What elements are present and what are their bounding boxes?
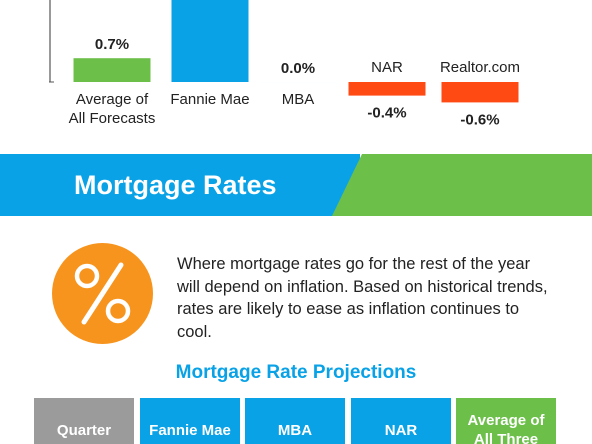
category-label: Average of All Forecasts <box>69 91 156 127</box>
header-fannie-mae: Fannie Mae <box>140 398 240 444</box>
header-quarter: Quarter <box>34 398 134 444</box>
bar <box>348 82 426 96</box>
category-label: NAR <box>371 59 403 76</box>
data-label: 0.7% <box>95 36 129 53</box>
home-price-forecast-chart: 0.7% Average of All Forecasts Fannie Mae 0.0… <box>49 0 520 128</box>
section-banner: Mortgage Rates <box>0 154 592 216</box>
data-label: 0.0% <box>281 60 315 77</box>
bar <box>171 0 249 83</box>
projection-table-header: Quarter Fannie Mae MBA NAR Average of Al… <box>34 398 559 444</box>
data-label: -0.6% <box>460 111 499 128</box>
section-description: Where mortgage rates go for the rest of … <box>177 255 548 341</box>
bar <box>441 82 519 103</box>
bar <box>73 58 151 82</box>
percent-circle-icon <box>52 243 153 344</box>
banner-green-band <box>332 154 592 216</box>
header-nar: NAR <box>351 398 451 444</box>
category-label: Fannie Mae <box>170 91 249 108</box>
table-title: Mortgage Rate Projections <box>175 362 417 383</box>
banner-blue-band <box>0 154 360 216</box>
category-label: Realtor.com <box>440 59 520 76</box>
category-label: MBA <box>282 91 315 108</box>
data-label: -0.4% <box>367 105 406 122</box>
header-mba: MBA <box>245 398 345 444</box>
header-average: Average of All Three <box>456 398 556 444</box>
section-title: Mortgage Rates <box>74 170 277 200</box>
